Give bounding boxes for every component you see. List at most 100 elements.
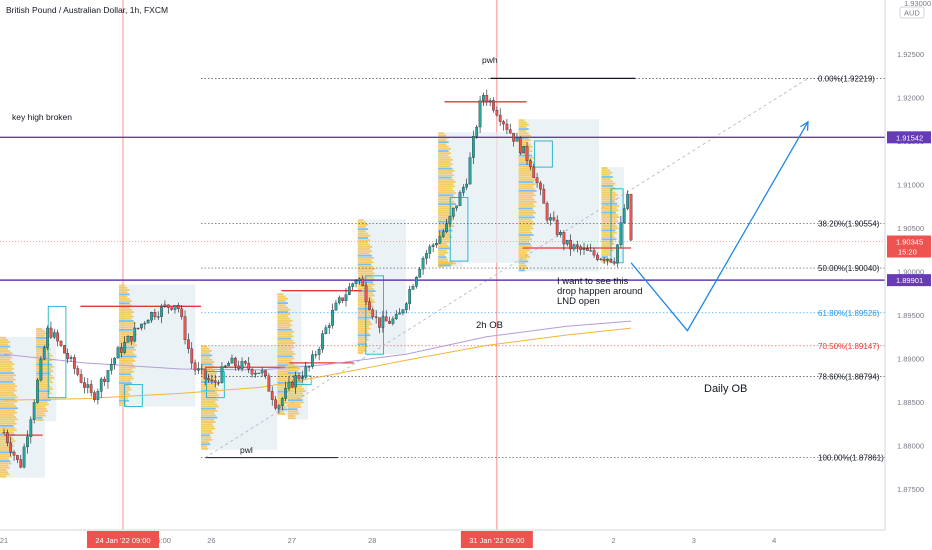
candle-bull (599, 258, 603, 260)
candle-bear (9, 442, 13, 453)
forecast-arrow[interactable] (630, 120, 809, 332)
profile-bar (601, 254, 612, 256)
candle-bull (441, 231, 445, 237)
profile-bar (0, 442, 13, 445)
candle-bull (321, 333, 324, 350)
profile-bar (0, 352, 13, 355)
profile-bar (201, 361, 215, 363)
profile-bar (601, 225, 617, 227)
profile-bar (201, 376, 217, 379)
profile-bar (357, 336, 368, 339)
candle-bull (408, 289, 412, 304)
candle-bear (193, 362, 197, 371)
profile-bar (0, 473, 10, 476)
profile-bar (357, 226, 366, 228)
candle-bull (428, 246, 432, 254)
profile-bar (201, 383, 219, 386)
profile-bar (601, 173, 611, 176)
profile-bar (0, 471, 9, 474)
profile-bar (601, 227, 619, 230)
candle-bull (106, 370, 110, 382)
candle-bear (16, 455, 19, 460)
profile-bar (277, 324, 293, 327)
lower-level-tag: 1.89901 (896, 276, 923, 285)
profile-bar (438, 178, 454, 181)
candle-bear (512, 132, 515, 142)
candle-bull (26, 436, 29, 448)
price-tick: 1.87500 (897, 485, 924, 494)
candle-bear (166, 304, 170, 308)
profile-bar (357, 265, 374, 268)
profile-bar (277, 390, 291, 393)
profile-bar (357, 221, 366, 224)
profile-bar (601, 245, 612, 247)
profile-bar (357, 223, 369, 226)
profile-bar (438, 150, 449, 152)
profile-bar (357, 250, 373, 253)
profile-bar (201, 354, 213, 357)
key-level-tag-bg (887, 131, 931, 144)
candle-bull (140, 323, 143, 329)
fib-label: 70.50%(1.89147) (818, 342, 880, 351)
currency-badge[interactable]: AUD (904, 9, 920, 18)
profile-bar (601, 180, 613, 183)
profile-bar (277, 337, 292, 340)
profile-bar (277, 297, 288, 300)
profile-bar (438, 236, 453, 239)
price-tick: 1.90000 (897, 268, 924, 277)
profile-bar (36, 328, 43, 330)
profile-bar (277, 353, 296, 355)
profile-bar (518, 251, 528, 254)
cyan-box (206, 371, 225, 399)
candle-bull (317, 349, 321, 355)
profile-bar (118, 306, 130, 309)
profile-bar (287, 401, 304, 404)
profile-bar (518, 200, 537, 203)
candle-bear (176, 305, 180, 309)
profile-bar (277, 326, 290, 329)
profile-bar (0, 363, 15, 366)
candle-bull (86, 384, 90, 388)
profile-bar (36, 365, 54, 368)
profile-bar (357, 239, 371, 242)
candle-bear (76, 368, 80, 375)
profile-bar (601, 236, 616, 239)
candle-bull (280, 398, 284, 406)
profile-bar (36, 383, 50, 386)
profile-bar (277, 359, 292, 362)
symbol-title[interactable]: British Pound / Australian Dollar, 1h, F… (6, 5, 168, 15)
profile-bar (0, 469, 7, 471)
candle-bull (344, 294, 348, 301)
profile-bar (0, 383, 16, 385)
profile-bar (201, 438, 213, 441)
profile-bar (201, 416, 218, 419)
profile-bar (118, 328, 133, 331)
candle-bull (415, 277, 418, 287)
profile-bar (518, 128, 529, 130)
profile-bar (118, 340, 134, 342)
profile-bar (118, 322, 136, 325)
profile-bar (277, 362, 294, 364)
candle-bear (371, 309, 375, 317)
profile-bar (438, 198, 453, 201)
profile-bar (438, 203, 457, 205)
profile-bar (118, 326, 136, 329)
candle-bull (150, 312, 153, 321)
profile-bar (438, 205, 454, 208)
candle-bear (79, 374, 83, 383)
horizontal-levels[interactable] (0, 136, 885, 281)
candle-bear (374, 316, 378, 318)
forecast-path[interactable] (630, 121, 809, 332)
profile-bar (201, 372, 217, 375)
candle-bear (56, 332, 59, 342)
profile-bar (277, 406, 287, 409)
profile-bar (518, 119, 525, 122)
profile-bar (118, 391, 129, 393)
time-tick: 2 (611, 536, 615, 545)
fib-retracement[interactable]: 0.00%(1.92219) 38.20%(1.90554) 50.00%(1.90… (200, 74, 885, 463)
candle-bull (451, 207, 455, 217)
price-axis[interactable]: 1.93000 AUD 1.925001.920001.915001.91000… (884, 0, 932, 538)
profile-bar (118, 315, 134, 318)
